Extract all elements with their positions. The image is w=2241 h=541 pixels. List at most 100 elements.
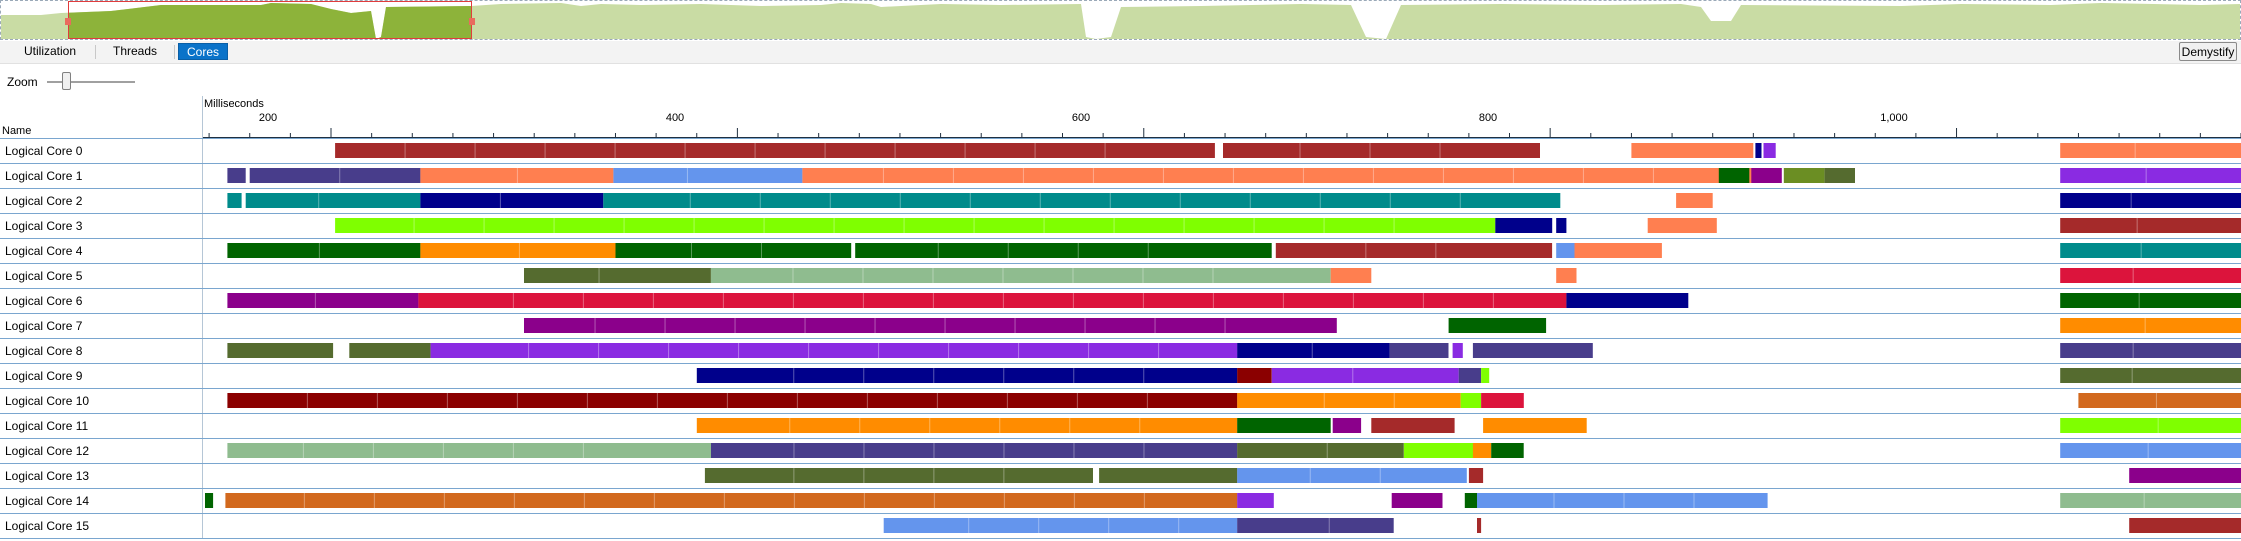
thread-segment[interactable] [855, 243, 1272, 258]
thread-segment[interactable] [1566, 293, 1689, 308]
thread-segment[interactable] [349, 343, 431, 358]
tab-utilization[interactable]: Utilization [23, 44, 77, 58]
thread-segment[interactable] [430, 343, 1238, 358]
core-row-14[interactable]: Logical Core 14 [0, 489, 2241, 514]
thread-segment[interactable] [1556, 268, 1577, 283]
core-row-1[interactable]: Logical Core 1 [0, 164, 2241, 189]
thread-segment[interactable] [2060, 193, 2241, 208]
overview-selection-window[interactable] [65, 1, 475, 39]
thread-segment[interactable] [1458, 368, 1482, 383]
thread-segment[interactable] [1763, 143, 1776, 158]
thread-segment[interactable] [335, 143, 1215, 158]
core-row-2[interactable]: Logical Core 2 [0, 189, 2241, 214]
thread-segment[interactable] [2060, 243, 2241, 258]
thread-segment[interactable] [524, 318, 1337, 333]
thread-segment[interactable] [225, 493, 1238, 508]
thread-segment[interactable] [1448, 318, 1547, 333]
core-row-0[interactable]: Logical Core 0 [0, 139, 2241, 164]
thread-segment[interactable] [704, 468, 1093, 483]
thread-segment[interactable] [1676, 193, 1713, 208]
thread-segment[interactable] [1237, 343, 1390, 358]
thread-segment[interactable] [1452, 343, 1463, 358]
thread-segment[interactable] [335, 218, 1496, 233]
thread-segment[interactable] [1631, 143, 1754, 158]
thread-segment[interactable] [1468, 468, 1484, 483]
thread-segment[interactable] [2060, 493, 2241, 508]
thread-segment[interactable] [1824, 168, 1856, 183]
thread-segment[interactable] [227, 443, 711, 458]
thread-segment[interactable] [2129, 468, 2241, 483]
thread-segment[interactable] [1472, 343, 1593, 358]
thread-segment[interactable] [615, 243, 852, 258]
thread-segment[interactable] [1332, 418, 1362, 433]
thread-segment[interactable] [524, 268, 711, 283]
thread-segment[interactable] [1275, 243, 1553, 258]
thread-segment[interactable] [1574, 243, 1662, 258]
thread-segment[interactable] [1647, 218, 1717, 233]
thread-segment[interactable] [1330, 268, 1372, 283]
thread-segment[interactable] [1460, 393, 1481, 408]
thread-segment[interactable] [245, 193, 421, 208]
thread-segment[interactable] [1237, 443, 1404, 458]
core-row-8[interactable]: Logical Core 8 [0, 339, 2241, 364]
thread-segment[interactable] [1491, 443, 1524, 458]
thread-segment[interactable] [1389, 343, 1449, 358]
thread-segment[interactable] [1403, 443, 1473, 458]
core-row-6[interactable]: Logical Core 6 [0, 289, 2241, 314]
core-row-12[interactable]: Logical Core 12 [0, 439, 2241, 464]
core-row-11[interactable]: Logical Core 11 [0, 414, 2241, 439]
selection-left-handle[interactable] [65, 18, 71, 25]
thread-segment[interactable] [1495, 218, 1553, 233]
thread-segment[interactable] [603, 193, 1561, 208]
core-row-9[interactable]: Logical Core 9 [0, 364, 2241, 389]
thread-segment[interactable] [1099, 468, 1238, 483]
thread-segment[interactable] [1481, 368, 1490, 383]
thread-segment[interactable] [1477, 518, 1482, 533]
thread-segment[interactable] [227, 193, 242, 208]
thread-segment[interactable] [1391, 493, 1443, 508]
thread-segment[interactable] [1755, 143, 1762, 158]
thread-segment[interactable] [1237, 418, 1331, 433]
thread-segment[interactable] [1223, 143, 1540, 158]
demystify-button[interactable]: Demystify [2179, 42, 2237, 61]
thread-segment[interactable] [711, 443, 1238, 458]
thread-segment[interactable] [1556, 218, 1567, 233]
thread-segment[interactable] [205, 493, 214, 508]
thread-segment[interactable] [1718, 168, 1750, 183]
thread-segment[interactable] [227, 393, 1238, 408]
thread-segment[interactable] [2060, 368, 2241, 383]
thread-segment[interactable] [420, 168, 614, 183]
thread-segment[interactable] [227, 243, 421, 258]
thread-segment[interactable] [2060, 168, 2241, 183]
thread-segment[interactable] [696, 418, 1238, 433]
thread-segment[interactable] [227, 168, 246, 183]
thread-segment[interactable] [1237, 468, 1467, 483]
thread-segment[interactable] [2060, 268, 2241, 283]
core-row-5[interactable]: Logical Core 5 [0, 264, 2241, 289]
thread-segment[interactable] [420, 243, 616, 258]
thread-segment[interactable] [613, 168, 803, 183]
thread-segment[interactable] [2060, 318, 2241, 333]
tab-cores[interactable]: Cores [178, 43, 228, 60]
thread-segment[interactable] [1237, 493, 1274, 508]
core-row-15[interactable]: Logical Core 15 [0, 514, 2241, 539]
thread-segment[interactable] [1371, 418, 1455, 433]
thread-segment[interactable] [1556, 243, 1575, 258]
thread-segment[interactable] [1237, 368, 1272, 383]
thread-segment[interactable] [2060, 293, 2241, 308]
thread-segment[interactable] [883, 518, 1238, 533]
core-row-10[interactable]: Logical Core 10 [0, 389, 2241, 414]
thread-segment[interactable] [1483, 418, 1587, 433]
thread-segment[interactable] [711, 268, 1331, 283]
thread-segment[interactable] [2060, 343, 2241, 358]
core-row-3[interactable]: Logical Core 3 [0, 214, 2241, 239]
core-row-4[interactable]: Logical Core 4 [0, 239, 2241, 264]
thread-segment[interactable] [2129, 518, 2241, 533]
thread-segment[interactable] [696, 368, 1238, 383]
thread-segment[interactable] [227, 343, 334, 358]
core-row-13[interactable]: Logical Core 13 [0, 464, 2241, 489]
thread-segment[interactable] [2060, 418, 2241, 433]
zoom-slider-thumb[interactable] [62, 72, 71, 90]
thread-segment[interactable] [1751, 168, 1782, 183]
thread-segment[interactable] [2060, 443, 2241, 458]
